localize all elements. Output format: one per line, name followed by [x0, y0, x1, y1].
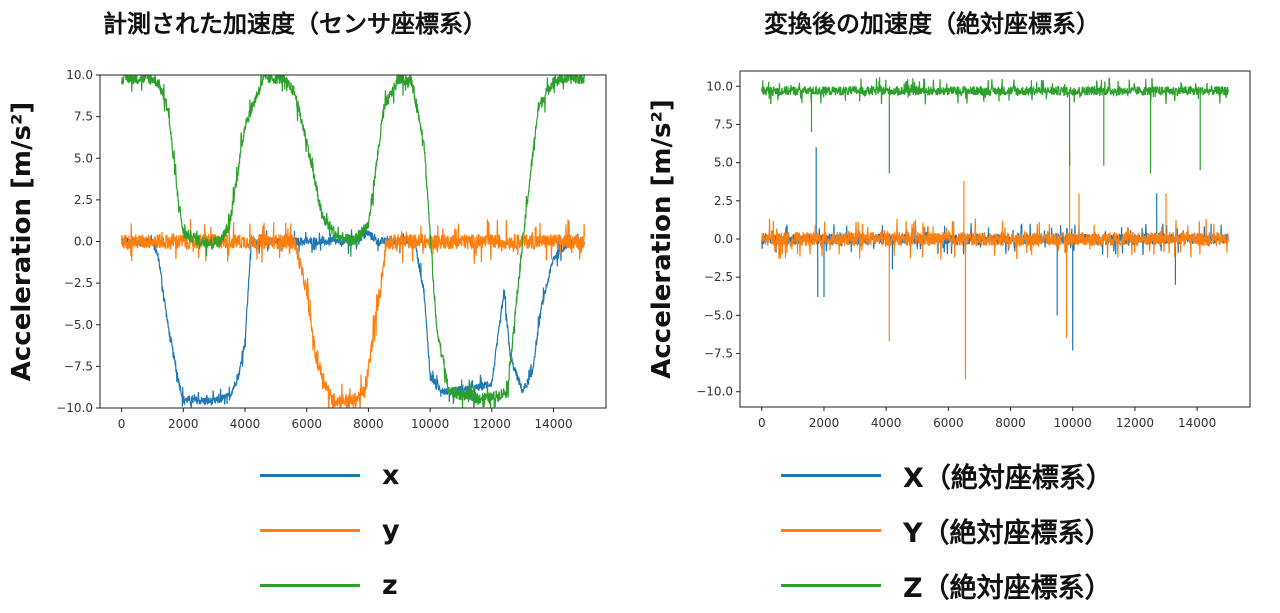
- legend-label-y: y: [382, 515, 400, 546]
- chart-0-series-2-line: [121, 75, 585, 408]
- chart-1-xtick-label: 8000: [995, 416, 1026, 430]
- chart-0-ytick-label: 0.0: [74, 235, 93, 249]
- right-chart-title: 変換後の加速度（絶対座標系）: [764, 10, 1100, 38]
- chart-0-ytick-label: 7.5: [74, 110, 93, 124]
- chart-1-xtick-label: 4000: [871, 416, 902, 430]
- legend-item-abs-z: Z（絶対座標系）: [781, 558, 1113, 613]
- chart-0-xtick-label: 0: [118, 417, 126, 431]
- chart-0-ytick-label: −2.5: [64, 276, 93, 290]
- chart-0-series-1-line: [121, 219, 585, 408]
- left-chart-title: 計測された加速度（センサ座標系）: [103, 10, 487, 38]
- chart-0-xtick-label: 2000: [168, 417, 199, 431]
- legend-label-z: z: [382, 570, 398, 601]
- chart-0-ytick-label: 2.5: [74, 193, 93, 207]
- chart-1-ytick-label: −5.0: [704, 308, 733, 322]
- legend-item-abs-y: Y（絶対座標系）: [781, 503, 1113, 558]
- legend-swatch-abs-y: [781, 529, 881, 532]
- chart-0-xtick-label: 8000: [353, 417, 384, 431]
- legend-item-x: x: [260, 448, 400, 503]
- chart-1-ytick-label: −10.0: [696, 385, 733, 399]
- chart-0-xtick-label: 6000: [291, 417, 322, 431]
- chart-1-ytick-label: 2.5: [714, 194, 733, 208]
- chart-0-xtick-label: 12000: [473, 417, 511, 431]
- chart-1-xtick-label: 6000: [933, 416, 964, 430]
- chart-1-ytick-label: 10.0: [706, 79, 733, 93]
- chart-1-ytick-label: −7.5: [704, 347, 733, 361]
- legend-item-abs-x: X（絶対座標系）: [781, 448, 1113, 503]
- legend-item-y: y: [260, 503, 400, 558]
- chart-1-xtick-label: 12000: [1116, 416, 1154, 430]
- chart-1-ylabel: Acceleration [m/s²]: [647, 99, 677, 378]
- chart-0-ytick-label: 10.0: [66, 68, 93, 82]
- legend-label-x: x: [382, 460, 400, 491]
- legend-swatch-x: [260, 474, 360, 477]
- chart-1-xtick-label: 0: [758, 416, 766, 430]
- legend-label-abs-x: X（絶対座標系）: [903, 463, 1113, 494]
- chart-0-ytick-label: −10.0: [56, 401, 93, 415]
- chart-1-ytick-label: 5.0: [714, 156, 733, 170]
- chart-1-series-2-line: [761, 77, 1229, 174]
- legend-item-z: z: [260, 558, 400, 613]
- chart-1-series-1-line: [761, 147, 1229, 380]
- legend-label-abs-y: Y（絶対座標系）: [903, 518, 1112, 549]
- chart-1-xtick-label: 10000: [1054, 416, 1092, 430]
- right-legend: X（絶対座標系） Y（絶対座標系） Z（絶対座標系）: [781, 448, 1113, 613]
- chart-0-ytick-label: −7.5: [64, 359, 93, 373]
- chart-1-xtick-label: 2000: [809, 416, 840, 430]
- legend-swatch-abs-x: [781, 474, 881, 477]
- legend-label-abs-z: Z（絶対座標系）: [903, 573, 1112, 604]
- left-legend: x y z: [260, 448, 400, 613]
- chart-0-xtick-label: 10000: [411, 417, 449, 431]
- chart-1-ytick-label: 7.5: [714, 117, 733, 131]
- chart-0-ytick-label: 5.0: [74, 151, 93, 165]
- chart-1-ytick-label: 0.0: [714, 232, 733, 246]
- legend-swatch-abs-z: [781, 584, 881, 587]
- chart-0-xtick-label: 4000: [230, 417, 261, 431]
- chart-1-xtick-label: 14000: [1178, 416, 1216, 430]
- legend-swatch-z: [260, 584, 360, 587]
- legend-swatch-y: [260, 529, 360, 532]
- chart-0-ytick-label: −5.0: [64, 318, 93, 332]
- chart-1-ytick-label: −2.5: [704, 270, 733, 284]
- chart-0-xtick-label: 14000: [534, 417, 572, 431]
- chart-0-ylabel: Acceleration [m/s²]: [7, 102, 37, 381]
